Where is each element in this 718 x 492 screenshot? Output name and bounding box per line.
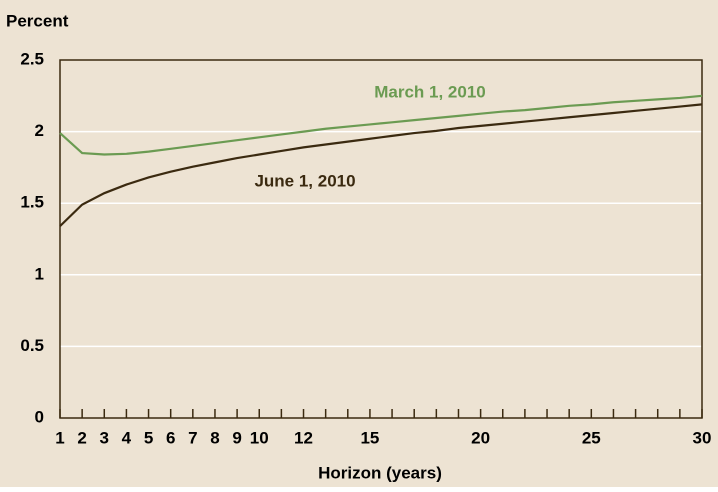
x-tick-label: 1 bbox=[55, 428, 64, 447]
x-tick-label: 30 bbox=[693, 428, 712, 447]
y-tick-label: 1.5 bbox=[20, 193, 44, 212]
x-tick-label: 3 bbox=[100, 428, 109, 447]
x-tick-label: 15 bbox=[360, 428, 379, 447]
x-tick-label: 10 bbox=[250, 428, 269, 447]
y-tick-label: 2.5 bbox=[20, 49, 44, 68]
y-tick-label: 2 bbox=[35, 121, 44, 140]
x-tick-label: 8 bbox=[210, 428, 219, 447]
y-tick-label: 0 bbox=[35, 407, 44, 426]
x-tick-label: 20 bbox=[471, 428, 490, 447]
x-tick-label: 6 bbox=[166, 428, 175, 447]
y-tick-label: 1 bbox=[35, 264, 44, 283]
x-tick-label: 7 bbox=[188, 428, 197, 447]
y-axis-label: Percent bbox=[6, 11, 69, 30]
y-tick-label: 0.5 bbox=[20, 336, 44, 355]
x-axis-label: Horizon (years) bbox=[318, 463, 442, 482]
x-tick-label: 4 bbox=[122, 428, 132, 447]
series-line bbox=[59, 103, 703, 227]
x-tick-label: 2 bbox=[77, 428, 86, 447]
series-label: June 1, 2010 bbox=[254, 171, 355, 190]
plot-border bbox=[59, 59, 703, 419]
series-line bbox=[59, 94, 703, 156]
x-tick-label: 5 bbox=[144, 428, 153, 447]
series-label: March 1, 2010 bbox=[374, 82, 486, 101]
x-tick-label: 9 bbox=[232, 428, 241, 447]
x-tick-label: 25 bbox=[582, 428, 601, 447]
x-tick-label: 12 bbox=[294, 428, 313, 447]
